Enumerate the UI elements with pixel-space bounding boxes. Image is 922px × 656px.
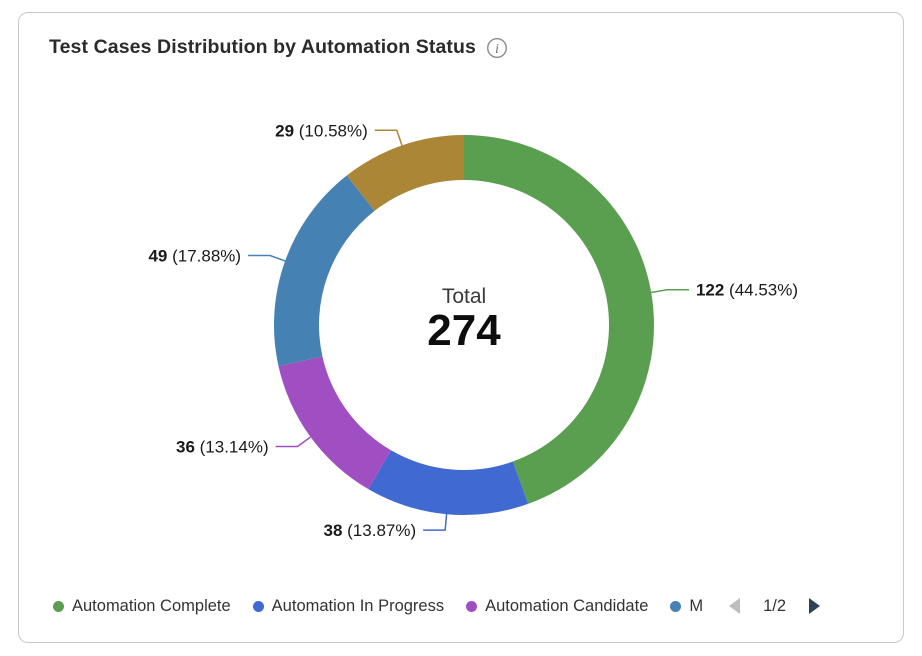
info-icon[interactable]: i bbox=[486, 37, 508, 59]
label-line-4 bbox=[374, 129, 403, 146]
legend-item-2[interactable]: Automation Candidate bbox=[466, 597, 648, 616]
donut-slices bbox=[274, 135, 655, 515]
chevron-left-icon bbox=[729, 598, 741, 614]
donut-slice-0[interactable] bbox=[464, 135, 655, 504]
donut-chart: 122 (44.53%) 38 (13.87%) 36 (13.14%) 49 (17… bbox=[148, 121, 798, 540]
legend-item-label: M bbox=[689, 596, 704, 615]
legend-items: Automation Complete Automation In Progres… bbox=[53, 597, 703, 616]
donut-slice-3[interactable] bbox=[274, 175, 375, 367]
label-line-0 bbox=[651, 288, 689, 294]
donut-labels: 122 (44.53%) 38 (13.87%) 36 (13.14%) 49 (17… bbox=[148, 121, 798, 540]
legend-item-0[interactable]: Automation Complete bbox=[53, 597, 231, 616]
legend-page-indicator: 1/2 bbox=[763, 596, 787, 615]
donut-slice-4[interactable] bbox=[346, 135, 464, 211]
slice-label-0: 122 (44.53%) bbox=[696, 280, 798, 299]
legend-dot bbox=[670, 600, 682, 612]
legend-next-button[interactable] bbox=[808, 597, 822, 615]
legend-dot bbox=[252, 600, 264, 612]
donut-center-label: Total bbox=[442, 285, 486, 308]
legend-item-3[interactable]: M bbox=[670, 597, 703, 616]
slice-label-4: 29 (10.58%) bbox=[275, 121, 368, 140]
label-line-2 bbox=[275, 436, 311, 448]
slice-label-1: 38 (13.87%) bbox=[324, 521, 417, 540]
legend-item-1[interactable]: Automation In Progress bbox=[252, 596, 445, 616]
svg-text:i: i bbox=[495, 41, 499, 56]
legend-prev-button[interactable] bbox=[727, 597, 741, 615]
legend-item-label: Automation In Progress bbox=[271, 596, 445, 615]
slice-label-2: 36 (13.14%) bbox=[176, 437, 269, 456]
legend-item-label: Automation Complete bbox=[72, 596, 231, 615]
card-header: Test Cases Distribution by Automation St… bbox=[49, 36, 508, 59]
next-triangle bbox=[809, 598, 821, 614]
donut-label-lines bbox=[248, 129, 689, 531]
chevron-right-icon bbox=[809, 598, 821, 614]
donut-center-total: 274 bbox=[427, 306, 501, 355]
prev-triangle bbox=[729, 598, 741, 614]
legend-dot bbox=[53, 600, 64, 612]
legend-dot bbox=[466, 600, 478, 612]
chart-title: Test Cases Distribution by Automation St… bbox=[49, 36, 476, 58]
label-line-1 bbox=[423, 514, 448, 531]
donut-slice-1[interactable] bbox=[368, 450, 529, 515]
chart-legend: Automation Complete Automation In Progres… bbox=[53, 593, 822, 619]
chart-card: Test Cases Distribution by Automation St… bbox=[18, 12, 904, 643]
legend-pager: 1/2 bbox=[727, 597, 822, 616]
label-line-3 bbox=[248, 254, 286, 262]
legend-item-label: Automation Candidate bbox=[485, 596, 649, 615]
slice-label-3: 49 (17.88%) bbox=[148, 246, 241, 265]
donut-slice-2[interactable] bbox=[278, 356, 392, 490]
